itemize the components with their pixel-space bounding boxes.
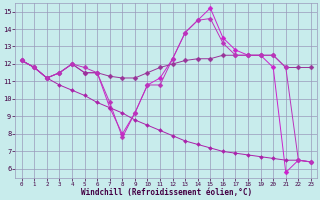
- X-axis label: Windchill (Refroidissement éolien,°C): Windchill (Refroidissement éolien,°C): [81, 188, 252, 197]
